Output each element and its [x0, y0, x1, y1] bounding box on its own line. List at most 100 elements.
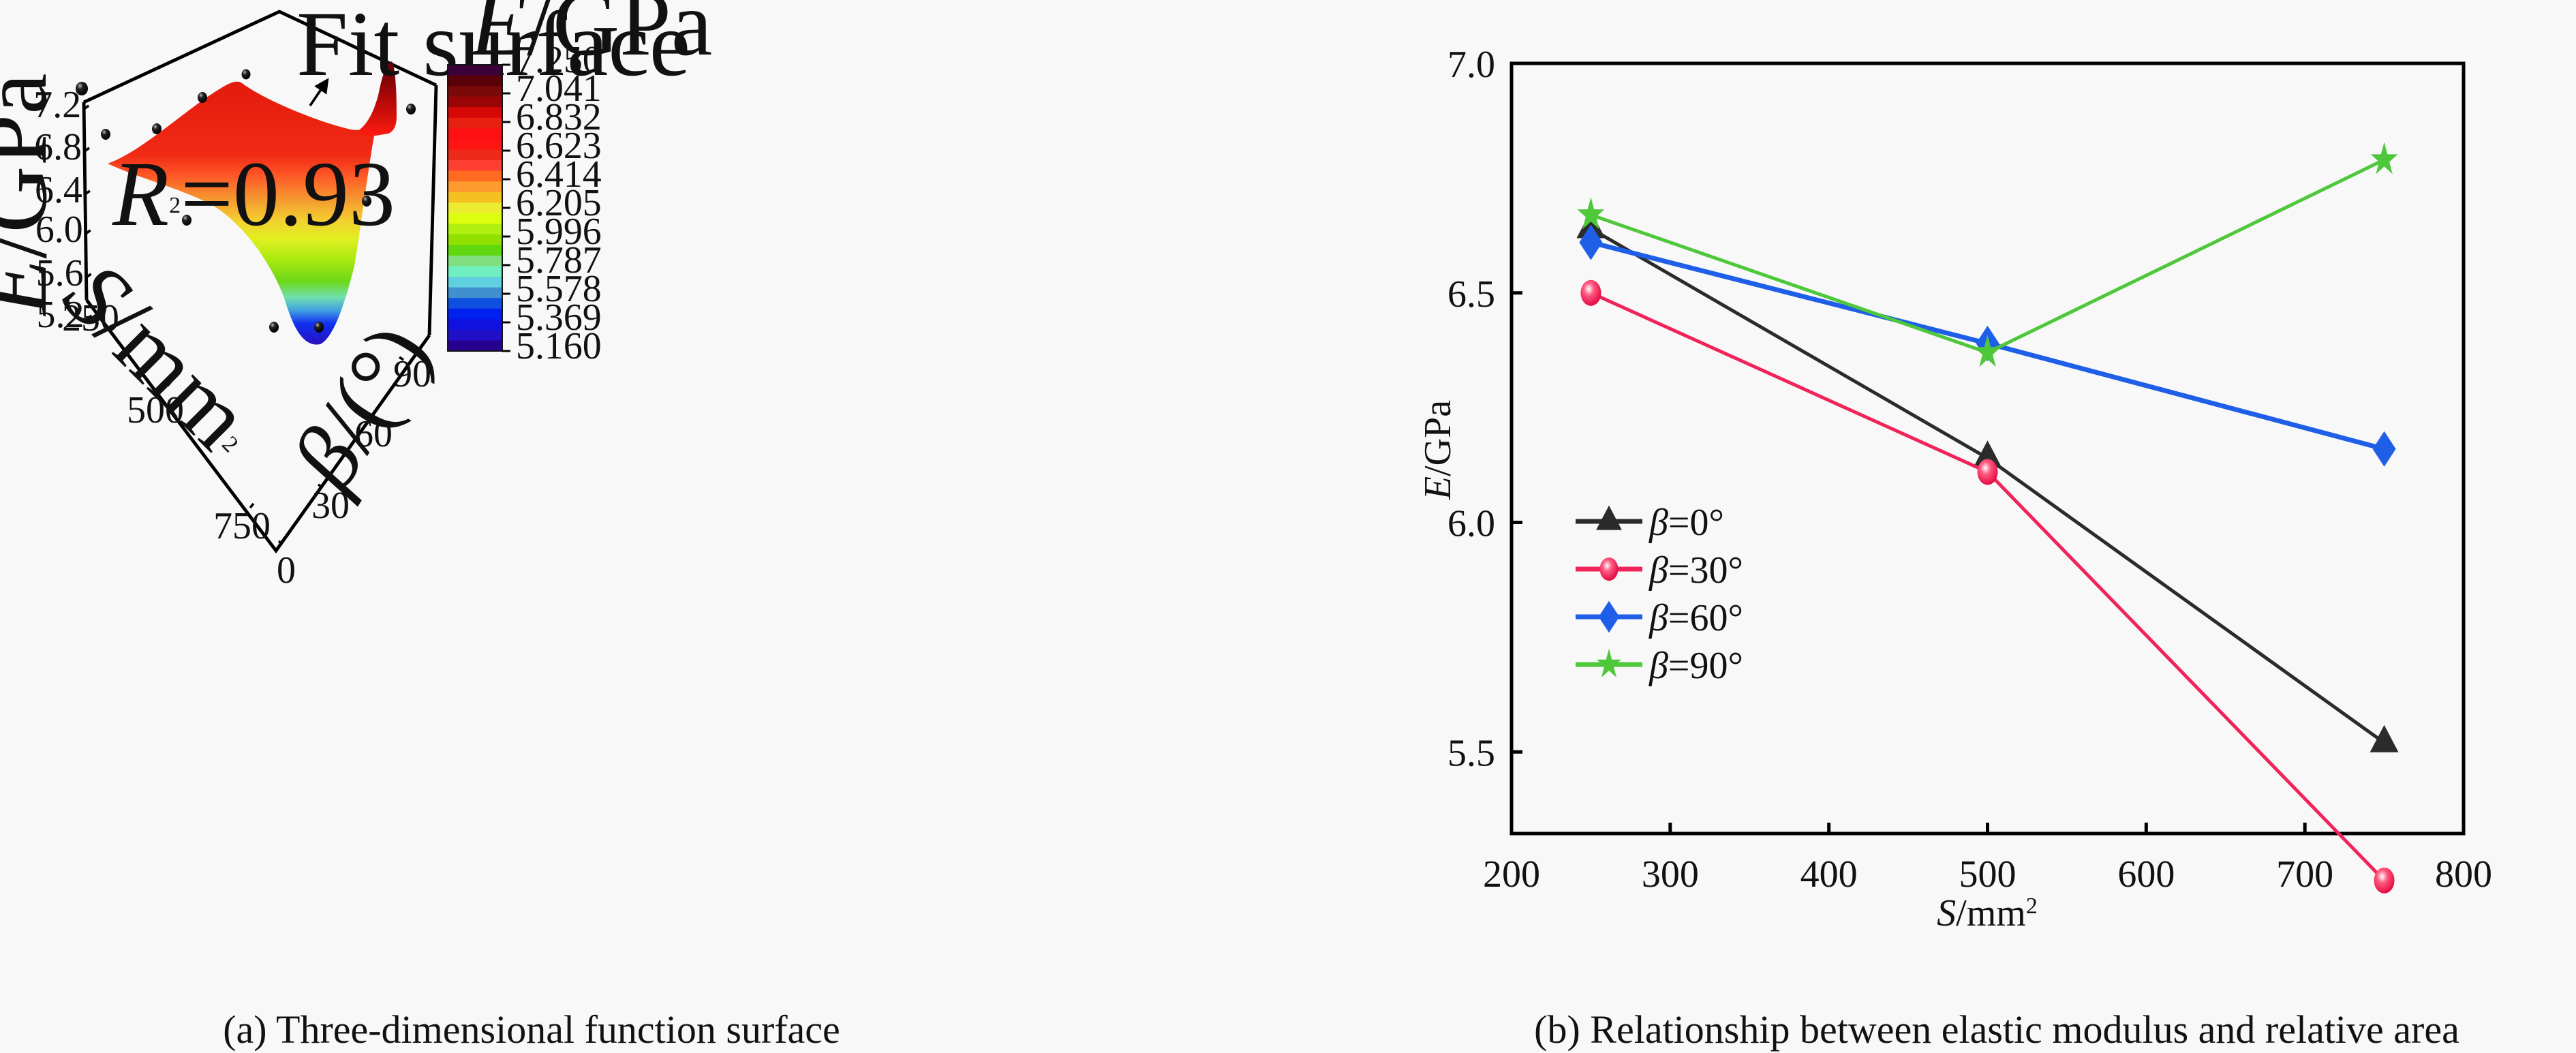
colorbar-title-unit: /GPa: [527, 0, 712, 75]
legend-label-value: =90°: [1668, 645, 1743, 687]
s-tick-mark: [98, 309, 104, 316]
z-tick-mark: [83, 104, 90, 110]
colorbar-tick-label: 5.787: [516, 239, 602, 281]
y-tick-label: 7.0: [1447, 44, 1495, 86]
surface-data-point: [101, 129, 110, 140]
legend-item: β=90°: [1576, 645, 1743, 687]
series-lines: [1576, 142, 2399, 894]
x-tick-label: 800: [2435, 853, 2492, 896]
colorbar-segment: [448, 117, 502, 129]
caption-b: (b) Relationship between elastic modulus…: [1534, 1007, 2459, 1052]
z-tick-mark: [85, 229, 91, 235]
z-tick-mark: [85, 273, 92, 279]
z-axis-title-unit: /GPa: [0, 73, 66, 258]
x-axis-title-sup: 2: [2026, 894, 2038, 919]
colorbar-tick-label: 6.414: [516, 153, 602, 196]
z-axis-title: E/GPa: [0, 73, 66, 316]
box-left-edge: [82, 102, 89, 301]
colorbar-segment: [448, 202, 502, 214]
z-tick-label: 5.2: [37, 294, 85, 336]
legend-label-greek: β: [1649, 597, 1668, 639]
y-tick-label: 5.5: [1447, 732, 1495, 774]
colorbar-segment: [448, 287, 502, 299]
colorbar-tick-label: 5.578: [516, 268, 602, 310]
colorbar-tick-label: 6.623: [516, 125, 602, 167]
r-squared-label: R2=0.93: [112, 143, 395, 245]
legend-item: β=30°: [1576, 549, 1743, 592]
x-tick-label: 700: [2276, 853, 2333, 896]
surface-data-point: [241, 69, 251, 80]
fit-surface-spike: [360, 61, 397, 136]
surface-data-point: [269, 322, 279, 333]
marker-triangle: [1973, 440, 2002, 468]
colorbar-tick-label: 7.041: [516, 67, 602, 110]
legend-label-value: =30°: [1668, 549, 1743, 592]
x-axis-title: S/mm2: [1937, 892, 2038, 934]
s-tick-mark: [166, 380, 172, 387]
colorbar-title-var: E: [469, 0, 527, 75]
legend-label-greek: β: [1649, 502, 1668, 544]
colorbar-segment: [448, 213, 502, 225]
y-axis-title: E/GPa: [1417, 400, 1459, 500]
colorbar-segment: [448, 277, 502, 288]
series-circle: [1580, 279, 2395, 894]
legend-label: β=90°: [1649, 645, 1743, 687]
colorbar-tick-label: 5.160: [516, 325, 602, 367]
z-axis-title-var: E: [0, 259, 66, 317]
surface-data-point: [314, 322, 324, 333]
legend-label: β=60°: [1649, 597, 1743, 639]
box-right-edge: [427, 85, 438, 336]
marker-star: [1597, 648, 1621, 677]
s-tick-mark: [249, 502, 255, 509]
x-tick-label: 600: [2117, 853, 2175, 896]
y-axis-title-unit: /GPa: [1417, 400, 1459, 476]
marker-star: [2370, 142, 2398, 174]
beta-tick-mark: [398, 356, 405, 361]
x-axis-title-var: S: [1937, 892, 1956, 934]
colorbar-segment: [448, 170, 502, 183]
x-axis-title-unit: /mm: [1956, 892, 2026, 934]
colorbar-segment: [448, 96, 502, 108]
colorbar-segment: [448, 192, 502, 204]
colorbar-segment: [448, 86, 502, 97]
beta-axis-title: β/(°): [271, 307, 450, 508]
colorbar-segment: [448, 266, 502, 278]
z-tick-label: 5.6: [36, 252, 84, 294]
colorbar-segment: [448, 245, 502, 257]
colorbar-tick-label: 5.996: [516, 211, 602, 253]
marker-diamond: [2372, 431, 2396, 467]
colorbar-segment: [448, 329, 502, 341]
z-tick-label: 6.4: [35, 169, 82, 211]
3d-base-axes: [85, 299, 431, 554]
legend-label: β=30°: [1649, 549, 1743, 592]
beta-tick-label: 60: [354, 413, 393, 455]
z-tick-label: 7.2: [33, 84, 81, 126]
z-tick-mark: [86, 314, 93, 320]
beta-tick-label: 0: [277, 549, 296, 592]
colorbar-segment: [448, 75, 502, 87]
series-triangle: [1576, 211, 2399, 752]
series-star: [1577, 142, 2398, 367]
3d-box-frame: [82, 10, 438, 336]
legend-label-value: =60°: [1668, 597, 1743, 639]
colorbar-segment: [448, 340, 502, 352]
colorbar-segment: [448, 149, 502, 162]
colorbar-segment: [448, 224, 502, 235]
beta-tick-mark: [361, 413, 367, 418]
colorbar-segment: [448, 319, 502, 331]
surface-data-points: [76, 69, 416, 333]
surface-data-point: [362, 196, 371, 207]
z-tick-label: 6.8: [34, 126, 82, 168]
y-tick-label: 6.0: [1447, 503, 1495, 545]
x-tick-label: 500: [1959, 853, 2017, 896]
fit-surface-body: [107, 81, 375, 345]
surface-data-point: [76, 82, 88, 96]
z-tick-label: 6.0: [35, 209, 83, 251]
colorbar-tick-label: 5.369: [516, 296, 602, 339]
panel-line-chart: 5.56.06.57.0 200 300 400 500 600 700 800 β=0°β…: [1417, 44, 2492, 934]
x-tick-label: 400: [1800, 853, 1858, 896]
marker-triangle: [1576, 211, 1606, 239]
